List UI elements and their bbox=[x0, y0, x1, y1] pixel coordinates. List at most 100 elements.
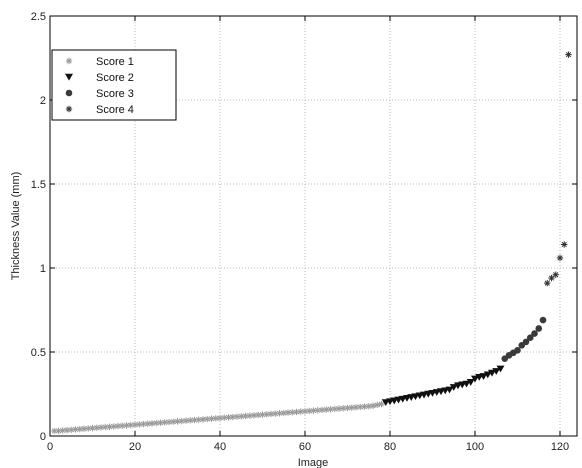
asterisk-stroke bbox=[179, 418, 185, 424]
legend-marker bbox=[65, 105, 73, 113]
asterisk-stroke bbox=[310, 408, 317, 414]
y-tick-label: 2.5 bbox=[31, 11, 46, 23]
data-point bbox=[479, 373, 488, 380]
asterisk-stroke bbox=[140, 421, 147, 427]
legend-label: Score 3 bbox=[96, 88, 134, 100]
data-point bbox=[119, 422, 126, 429]
asterisk-stroke bbox=[162, 419, 168, 425]
asterisk-stroke bbox=[230, 414, 236, 420]
data-point bbox=[246, 412, 253, 419]
asterisk-stroke bbox=[259, 412, 266, 418]
x-tick-label: 60 bbox=[299, 441, 311, 453]
legend-label: Score 2 bbox=[96, 72, 134, 84]
data-point bbox=[123, 422, 130, 429]
legend: Score 1 Score 2 Score 3 Score 4 bbox=[51, 49, 177, 121]
data-point bbox=[496, 365, 505, 373]
data-point bbox=[445, 386, 454, 394]
data-point bbox=[552, 271, 559, 278]
data-point bbox=[357, 403, 364, 411]
x-tick-label: 80 bbox=[384, 441, 396, 453]
data-point bbox=[221, 414, 228, 421]
axis-ticks: 0 20 40 60 80 100 120 0 0.5 1 1.5 2 2.5 bbox=[31, 11, 577, 453]
series-1 bbox=[51, 400, 385, 435]
asterisk-stroke bbox=[106, 424, 113, 430]
data-point bbox=[488, 369, 496, 377]
y-tick-label: 2 bbox=[40, 95, 46, 107]
data-points bbox=[51, 51, 572, 435]
data-point bbox=[548, 274, 555, 282]
asterisk-stroke bbox=[374, 402, 380, 408]
data-point bbox=[483, 371, 492, 379]
asterisk-stroke bbox=[344, 405, 351, 411]
asterisk-stroke bbox=[298, 409, 304, 415]
asterisk-stroke bbox=[191, 417, 198, 423]
asterisk-stroke bbox=[332, 406, 338, 412]
legend-marker bbox=[65, 89, 73, 97]
series-3 bbox=[501, 316, 547, 363]
asterisk-stroke bbox=[370, 403, 376, 409]
asterisk-stroke bbox=[221, 415, 227, 421]
data-point bbox=[323, 406, 330, 413]
x-tick-label: 40 bbox=[214, 441, 226, 453]
asterisk-stroke bbox=[200, 416, 206, 422]
asterisk-stroke bbox=[289, 409, 295, 415]
asterisk-stroke bbox=[66, 106, 72, 112]
asterisk-stroke bbox=[565, 52, 572, 58]
asterisk-stroke bbox=[51, 428, 57, 434]
data-point bbox=[365, 403, 372, 410]
asterisk-stroke bbox=[281, 410, 287, 416]
asterisk-stroke bbox=[238, 413, 244, 419]
asterisk-stroke bbox=[85, 425, 91, 432]
data-point bbox=[182, 417, 190, 424]
data-point bbox=[102, 423, 109, 431]
asterisk-stroke bbox=[55, 428, 62, 434]
asterisk-stroke bbox=[357, 404, 363, 410]
x-tick-label: 0 bbox=[47, 441, 53, 453]
asterisk-stroke bbox=[255, 412, 261, 418]
data-point bbox=[556, 254, 564, 262]
data-point bbox=[514, 347, 521, 354]
asterisk-stroke bbox=[119, 423, 125, 429]
asterisk-stroke bbox=[66, 58, 72, 64]
x-axis-label: Image bbox=[298, 457, 329, 468]
data-point bbox=[378, 400, 385, 408]
data-point bbox=[492, 368, 501, 375]
asterisk-stroke bbox=[548, 275, 555, 281]
asterisk-stroke bbox=[349, 405, 355, 411]
data-point bbox=[199, 416, 207, 423]
asterisk-stroke bbox=[98, 424, 104, 431]
asterisk-stroke bbox=[225, 414, 232, 420]
asterisk-stroke bbox=[553, 272, 559, 278]
asterisk-stroke bbox=[187, 417, 193, 423]
data-point bbox=[344, 404, 351, 412]
asterisk-stroke bbox=[72, 426, 79, 433]
asterisk-stroke bbox=[242, 413, 249, 419]
y-tick-label: 1.5 bbox=[31, 179, 46, 191]
data-point bbox=[561, 241, 568, 248]
asterisk-stroke bbox=[94, 425, 100, 431]
data-point bbox=[471, 375, 479, 383]
asterisk-stroke bbox=[64, 427, 70, 433]
asterisk-stroke bbox=[136, 421, 142, 428]
asterisk-stroke bbox=[208, 416, 215, 422]
asterisk-stroke bbox=[319, 407, 325, 413]
x-tick-label: 100 bbox=[466, 441, 484, 453]
data-point bbox=[522, 338, 530, 346]
asterisk-stroke bbox=[378, 401, 385, 407]
asterisk-stroke bbox=[544, 280, 550, 286]
data-point bbox=[374, 401, 381, 409]
x-tick-label: 120 bbox=[551, 441, 569, 453]
asterisk-stroke bbox=[204, 416, 210, 422]
y-axis-label: Thickness Value (mm) bbox=[10, 172, 22, 281]
asterisk-stroke bbox=[276, 410, 283, 416]
asterisk-stroke bbox=[302, 408, 308, 414]
asterisk-stroke bbox=[145, 421, 151, 427]
data-point bbox=[191, 416, 198, 424]
data-point bbox=[526, 334, 534, 342]
asterisk-stroke bbox=[174, 418, 181, 424]
asterisk-stroke bbox=[149, 420, 155, 426]
asterisk-stroke bbox=[323, 407, 329, 413]
asterisk-stroke bbox=[247, 413, 253, 419]
asterisk-stroke bbox=[268, 411, 274, 417]
